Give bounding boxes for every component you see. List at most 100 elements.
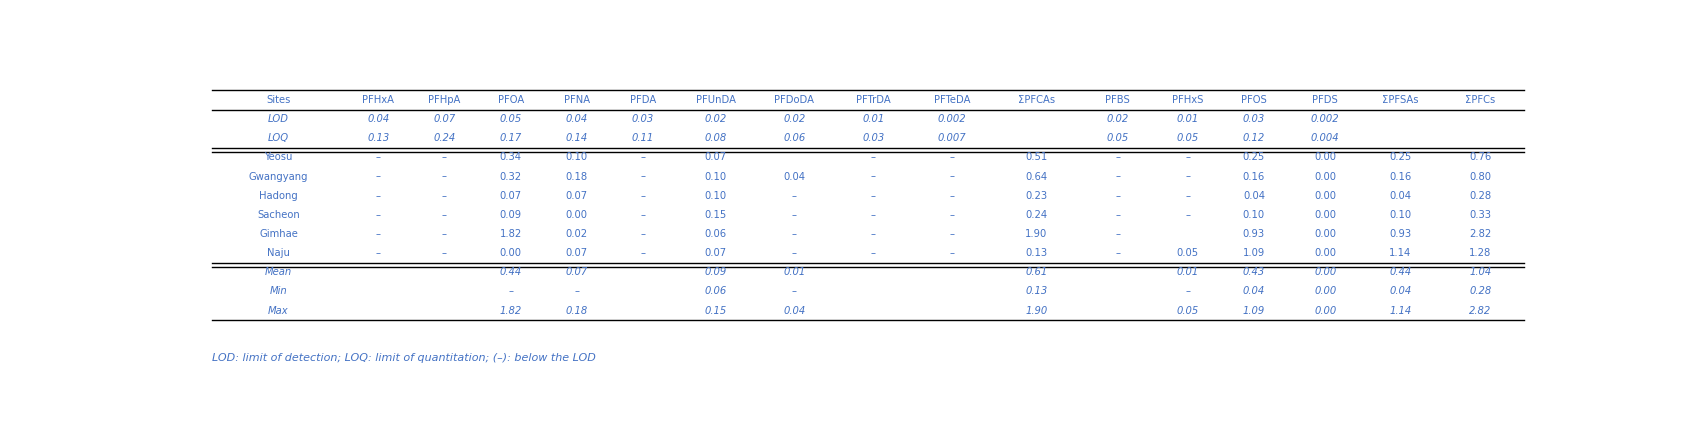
- Text: 0.06: 0.06: [704, 286, 726, 296]
- Text: –: –: [442, 191, 447, 201]
- Text: 0.00: 0.00: [565, 210, 587, 220]
- Text: Naju: Naju: [267, 248, 290, 258]
- Text: 0.32: 0.32: [499, 172, 521, 181]
- Text: 0.04: 0.04: [1243, 286, 1265, 296]
- Text: –: –: [870, 191, 875, 201]
- Text: 0.004: 0.004: [1310, 133, 1339, 143]
- Text: 0.00: 0.00: [1314, 191, 1336, 201]
- Text: –: –: [376, 248, 381, 258]
- Text: Hadong: Hadong: [259, 191, 298, 201]
- Text: –: –: [376, 210, 381, 220]
- Text: –: –: [950, 191, 955, 201]
- Text: 0.00: 0.00: [1314, 286, 1336, 296]
- Text: PFTrDA: PFTrDA: [857, 95, 891, 105]
- Text: 0.07: 0.07: [565, 248, 587, 258]
- Text: –: –: [950, 229, 955, 239]
- Text: PFUnDA: PFUnDA: [696, 95, 735, 105]
- Text: –: –: [792, 229, 797, 239]
- Text: –: –: [640, 248, 645, 258]
- Text: –: –: [792, 210, 797, 220]
- Text: PFOA: PFOA: [498, 95, 523, 105]
- Text: 0.24: 0.24: [1026, 210, 1048, 220]
- Text: 0.15: 0.15: [704, 210, 726, 220]
- Text: 0.10: 0.10: [565, 153, 587, 162]
- Text: 1.90: 1.90: [1026, 305, 1048, 316]
- Text: PFNA: PFNA: [564, 95, 589, 105]
- Text: 0.93: 0.93: [1243, 229, 1265, 239]
- Text: 1.82: 1.82: [499, 229, 521, 239]
- Text: 0.80: 0.80: [1470, 172, 1492, 181]
- Text: 0.06: 0.06: [704, 229, 726, 239]
- Text: 0.10: 0.10: [1243, 210, 1265, 220]
- Text: –: –: [792, 191, 797, 201]
- Text: 0.01: 0.01: [862, 114, 884, 124]
- Text: 0.25: 0.25: [1243, 153, 1265, 162]
- Text: –: –: [1116, 172, 1121, 181]
- Text: 0.33: 0.33: [1470, 210, 1492, 220]
- Text: 0.002: 0.002: [1310, 114, 1339, 124]
- Text: 1.14: 1.14: [1390, 305, 1412, 316]
- Text: 0.25: 0.25: [1390, 153, 1412, 162]
- Text: PFHxA: PFHxA: [362, 95, 394, 105]
- Text: 0.64: 0.64: [1026, 172, 1048, 181]
- Text: PFBS: PFBS: [1106, 95, 1131, 105]
- Text: 0.00: 0.00: [1314, 305, 1336, 316]
- Text: –: –: [1185, 191, 1190, 201]
- Text: 0.34: 0.34: [499, 153, 521, 162]
- Text: 0.00: 0.00: [1314, 210, 1336, 220]
- Text: –: –: [640, 153, 645, 162]
- Text: 0.002: 0.002: [938, 114, 967, 124]
- Text: –: –: [870, 248, 875, 258]
- Text: LOQ: LOQ: [267, 133, 290, 143]
- Text: 0.02: 0.02: [565, 229, 587, 239]
- Text: 0.07: 0.07: [433, 114, 455, 124]
- Text: 0.07: 0.07: [499, 191, 521, 201]
- Text: PFTeDA: PFTeDA: [935, 95, 970, 105]
- Text: 0.02: 0.02: [1107, 114, 1129, 124]
- Text: 0.18: 0.18: [565, 305, 587, 316]
- Text: 1.82: 1.82: [499, 305, 521, 316]
- Text: –: –: [376, 229, 381, 239]
- Text: ΣPFCAs: ΣPFCAs: [1017, 95, 1055, 105]
- Text: 0.00: 0.00: [499, 248, 521, 258]
- Text: Max: Max: [267, 305, 290, 316]
- Text: –: –: [442, 229, 447, 239]
- Text: –: –: [442, 172, 447, 181]
- Text: PFHpA: PFHpA: [428, 95, 460, 105]
- Text: –: –: [792, 248, 797, 258]
- Text: Sacheon: Sacheon: [257, 210, 300, 220]
- Text: PFDoDA: PFDoDA: [774, 95, 814, 105]
- Text: 0.12: 0.12: [1243, 133, 1265, 143]
- Text: 0.00: 0.00: [1314, 172, 1336, 181]
- Text: Sites: Sites: [266, 95, 291, 105]
- Text: 0.16: 0.16: [1243, 172, 1265, 181]
- Text: 0.09: 0.09: [499, 210, 521, 220]
- Text: –: –: [376, 172, 381, 181]
- Text: 0.10: 0.10: [704, 172, 726, 181]
- Text: 0.13: 0.13: [1026, 286, 1048, 296]
- Text: 0.05: 0.05: [499, 114, 521, 124]
- Text: Gimhae: Gimhae: [259, 229, 298, 239]
- Text: 0.05: 0.05: [1177, 248, 1199, 258]
- Text: –: –: [950, 248, 955, 258]
- Text: –: –: [640, 172, 645, 181]
- Text: –: –: [1116, 210, 1121, 220]
- Text: 0.43: 0.43: [1243, 267, 1265, 277]
- Text: PFHxS: PFHxS: [1172, 95, 1204, 105]
- Text: 0.18: 0.18: [565, 172, 587, 181]
- Text: 0.03: 0.03: [1243, 114, 1265, 124]
- Text: Yeosu: Yeosu: [264, 153, 293, 162]
- Text: 0.04: 0.04: [565, 114, 587, 124]
- Text: 1.28: 1.28: [1470, 248, 1492, 258]
- Text: 0.00: 0.00: [1314, 229, 1336, 239]
- Text: Gwangyang: Gwangyang: [249, 172, 308, 181]
- Text: 0.51: 0.51: [1026, 153, 1048, 162]
- Text: –: –: [376, 191, 381, 201]
- Text: 0.03: 0.03: [862, 133, 884, 143]
- Text: 0.61: 0.61: [1026, 267, 1048, 277]
- Text: 0.44: 0.44: [1390, 267, 1412, 277]
- Text: 0.07: 0.07: [704, 248, 726, 258]
- Text: 0.05: 0.05: [1177, 305, 1199, 316]
- Text: PFOS: PFOS: [1241, 95, 1266, 105]
- Text: –: –: [870, 153, 875, 162]
